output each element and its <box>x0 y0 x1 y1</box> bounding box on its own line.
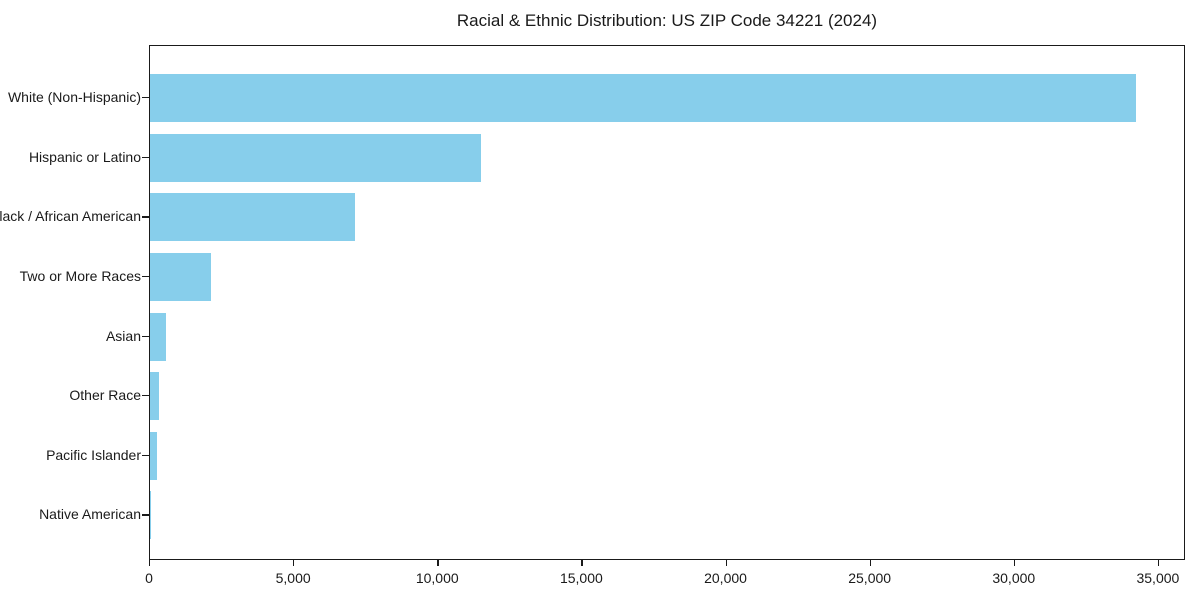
bar-two-or-more-races <box>150 252 211 301</box>
bar-black-african-american <box>150 193 355 242</box>
y-tick-mark <box>142 335 149 337</box>
y-tick-label: Asian <box>105 327 141 344</box>
bar-hispanic-or-latino <box>150 133 482 182</box>
bar-white-non-hispanic <box>150 74 1136 122</box>
y-tick-mark <box>142 97 149 99</box>
y-tick-label: Hispanic or Latino <box>28 148 141 165</box>
bar-asian <box>150 312 166 361</box>
bar-other-race <box>150 372 160 421</box>
plot-area <box>149 45 1185 560</box>
x-tick-label: 20,000 <box>704 570 747 586</box>
x-tick-label: 15,000 <box>559 570 603 586</box>
x-tick-mark <box>437 559 439 566</box>
bar-pacific-islander <box>150 431 157 480</box>
x-tick-label: 10,000 <box>415 570 459 586</box>
y-tick-label: Other Race <box>69 387 141 404</box>
y-tick-mark <box>142 395 149 397</box>
y-tick-mark <box>142 454 149 457</box>
x-tick-label: 30,000 <box>992 570 1036 586</box>
x-tick-label: 5,000 <box>275 570 311 586</box>
y-tick-mark <box>142 514 149 516</box>
x-tick-mark <box>725 559 727 566</box>
y-tick-mark <box>142 156 149 158</box>
x-tick-label: 35,000 <box>1136 570 1180 586</box>
y-tick-label: White (Non-Hispanic) <box>7 89 141 105</box>
y-tick-label: Two or More Races <box>19 267 141 284</box>
y-tick-mark <box>142 275 149 278</box>
chart-title: Racial & Ethnic Distribution: US ZIP Cod… <box>456 11 878 30</box>
x-tick-mark <box>293 559 295 566</box>
bar-native-american <box>150 491 151 540</box>
x-tick-label: 25,000 <box>848 570 892 586</box>
x-tick-mark <box>581 559 583 566</box>
x-tick-mark <box>1157 559 1160 566</box>
x-tick-mark <box>149 559 151 566</box>
x-tick-mark <box>869 559 871 566</box>
y-tick-label: Pacific Islander <box>46 446 141 463</box>
y-tick-label: Native American <box>39 506 141 523</box>
y-tick-label: Black / African American <box>0 208 141 225</box>
x-tick-label: 0 <box>145 570 153 586</box>
y-tick-mark <box>142 216 149 218</box>
x-tick-mark <box>1013 559 1016 566</box>
